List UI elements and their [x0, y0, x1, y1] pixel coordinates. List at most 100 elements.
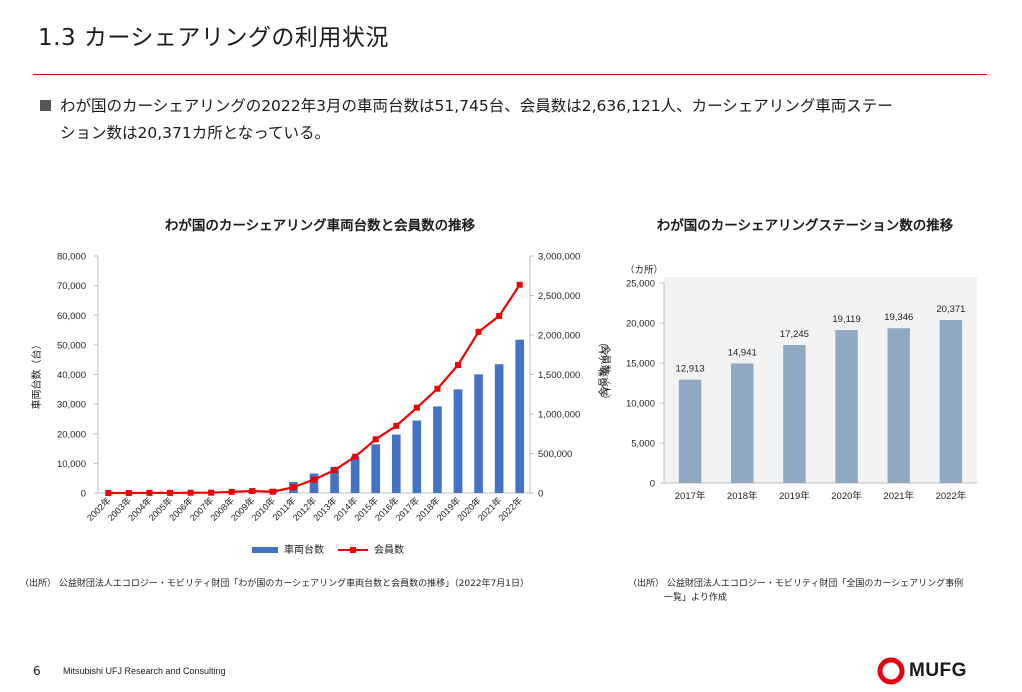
- y-tick-label: 25,000: [626, 279, 655, 290]
- right-source-line-2: 一覧」より作成: [664, 593, 727, 603]
- right-tick-label: 1,000,000: [538, 410, 580, 421]
- left-axis-title: 車両台数（台）: [30, 340, 43, 410]
- vehicles-members-chart: 0 10,000 20,000 30,000 40,000 50,000 60,000 70,…: [30, 252, 612, 557]
- member-point: [455, 362, 461, 369]
- bar-value-label: 14,941: [728, 347, 757, 358]
- member-point: [331, 467, 338, 474]
- left-source-note: （出所） 公益財団法人エコロジー・モビリティ財団「わが国のカーシェアリング車両台…: [20, 579, 530, 589]
- vehicle-bar: [412, 420, 422, 493]
- mufg-logo: MUFG: [877, 657, 987, 685]
- y-axis-title: 会員数（人）: [597, 337, 610, 397]
- left-tick-label: 30,000: [57, 400, 86, 411]
- left-tick-label: 80,000: [57, 252, 86, 263]
- vehicle-bar: [330, 466, 339, 493]
- mufg-logo-icon: [877, 657, 905, 685]
- bar-value-label: 19,119: [832, 314, 860, 325]
- member-point: [434, 385, 441, 392]
- summary-text: わが国のカーシェアリングの2022年3月の車両台数は51,745台、会員数は2,…: [60, 93, 995, 147]
- member-point: [516, 281, 523, 288]
- station-bar: [939, 320, 963, 483]
- member-point: [413, 404, 420, 411]
- unit-label: （カ所）: [625, 264, 663, 276]
- station-bar: [835, 330, 858, 483]
- y-tick-label: 15,000: [626, 359, 655, 370]
- right-tick-label: 1,500,000: [538, 370, 580, 381]
- right-source-line-1: （出所） 公益財団法人エコロジー・モビリティ財団「全国のカーシェアリング事例: [628, 579, 964, 589]
- y-tick-label: 0: [650, 479, 655, 490]
- right-tick-label: 2,000,000: [538, 331, 580, 342]
- left-tick-label: 70,000: [57, 281, 86, 292]
- x-tick-label: 2021年: [883, 490, 914, 502]
- station-bar: [731, 363, 754, 483]
- member-point: [105, 489, 112, 496]
- member-point: [311, 476, 317, 483]
- stations-chart: 0 5,000 10,000 15,000 20,000 25,000 （カ所） 12,913…: [597, 264, 977, 502]
- vehicle-bar: [453, 389, 463, 493]
- x-tick-label: 2018年: [727, 490, 758, 502]
- vehicle-bar: [371, 444, 381, 493]
- bar-value-label: 20,371: [936, 304, 965, 315]
- bar-value-label: 12,913: [676, 364, 705, 375]
- summary-line-1: わが国のカーシェアリングの2022年3月の車両台数は51,745台、会員数は2,…: [60, 97, 893, 115]
- x-tick-label: 2019年: [779, 490, 810, 502]
- x-tick-label: 2020年: [831, 490, 862, 502]
- bullet-square-icon: [40, 100, 51, 111]
- right-chart-title: わが国のカーシェアリングステーション数の推移: [656, 218, 954, 234]
- page-title: 1.3 カーシェアリングの利用状況: [38, 25, 389, 51]
- left-tick-label: 40,000: [57, 370, 86, 381]
- page-number: 6: [33, 664, 41, 678]
- plot-background: [664, 277, 977, 483]
- station-bar: [887, 328, 910, 483]
- member-point: [187, 489, 194, 496]
- bar-value-label: 19,346: [884, 312, 913, 323]
- member-point: [146, 489, 153, 496]
- member-point: [475, 328, 482, 335]
- company-name: Mitsubishi UFJ Research and Consulting: [63, 666, 226, 676]
- x-tick-label: 2022年: [936, 490, 967, 502]
- right-tick-label: 0: [538, 489, 543, 500]
- left-tick-label: 0: [81, 489, 86, 500]
- legend-line-label: 会員数: [374, 543, 404, 556]
- left-tick-label: 20,000: [57, 429, 86, 440]
- station-bar: [783, 345, 806, 483]
- vehicle-bar: [515, 339, 525, 493]
- vehicle-bar: [494, 364, 504, 493]
- bar-value-label: 17,245: [780, 329, 809, 340]
- member-point: [167, 489, 173, 496]
- right-tick-label: 2,500,000: [538, 291, 580, 302]
- y-tick-label: 5,000: [631, 439, 655, 450]
- member-point: [208, 489, 215, 496]
- member-point: [393, 422, 400, 429]
- right-tick-label: 500,000: [538, 449, 572, 460]
- title-divider: [33, 74, 987, 75]
- member-point: [228, 488, 235, 495]
- member-point: [372, 436, 379, 443]
- vehicle-bar: [391, 434, 401, 493]
- vehicle-bar: [433, 406, 442, 493]
- right-source-note: （出所） 公益財団法人エコロジー・モビリティ財団「全国のカーシェアリング事例 一…: [628, 577, 998, 605]
- summary-line-2: ション数は20,371カ所となっている。: [60, 124, 330, 142]
- member-point: [249, 488, 256, 495]
- vehicle-bar: [350, 456, 360, 493]
- member-point: [496, 313, 503, 320]
- member-point: [269, 488, 276, 495]
- legend-bar-label: 車両台数: [284, 543, 324, 556]
- logo-text: MUFG: [909, 660, 967, 681]
- member-point: [290, 484, 297, 491]
- left-chart-title: わが国のカーシェアリング車両台数と会員数の推移: [164, 218, 476, 234]
- member-point: [125, 489, 132, 496]
- left-tick-label: 50,000: [57, 340, 86, 351]
- right-tick-label: 3,000,000: [538, 252, 580, 263]
- y-tick-label: 10,000: [626, 399, 655, 410]
- station-bar: [678, 379, 702, 483]
- right-axis-title: 会員数（人）: [599, 345, 612, 405]
- y-tick-label: 20,000: [626, 319, 655, 330]
- member-point: [352, 453, 359, 460]
- left-tick-label: 60,000: [57, 311, 86, 322]
- legend-line-marker: [350, 547, 356, 553]
- left-tick-label: 10,000: [57, 459, 86, 470]
- x-tick-label: 2017年: [675, 490, 706, 502]
- legend-bar-swatch: [252, 547, 278, 553]
- x-tick-label: 2022年: [496, 495, 524, 523]
- vehicle-bar: [309, 473, 319, 493]
